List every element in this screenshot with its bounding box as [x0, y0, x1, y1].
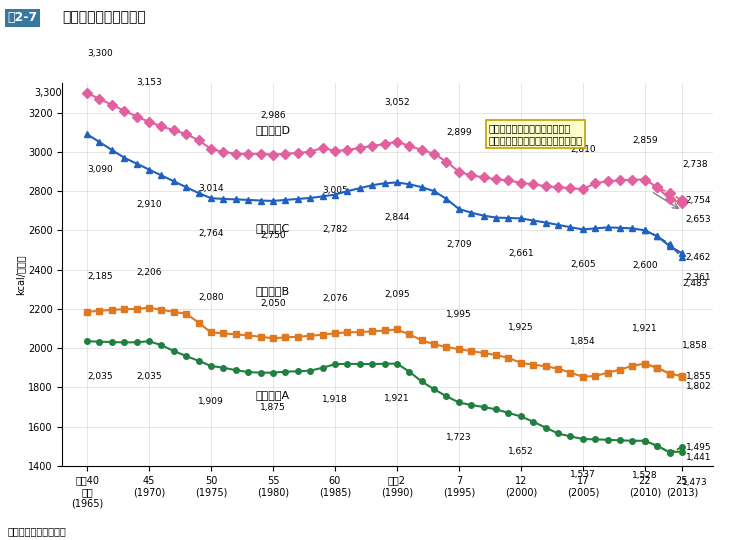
- Text: 2,661: 2,661: [508, 249, 534, 258]
- Text: 資料：農林水産省作成: 資料：農林水産省作成: [7, 526, 66, 537]
- Text: 3,005: 3,005: [322, 186, 347, 194]
- Text: 1,909: 1,909: [198, 396, 224, 406]
- Text: 2,035: 2,035: [87, 372, 112, 381]
- Text: 2,910: 2,910: [137, 200, 162, 209]
- Text: 図2-7: 図2-7: [7, 11, 37, 24]
- Text: 1,723: 1,723: [446, 433, 472, 442]
- Text: 1,652: 1,652: [508, 447, 534, 456]
- Text: 2,709: 2,709: [446, 240, 472, 248]
- Text: 2,810: 2,810: [570, 145, 596, 154]
- Text: 1,537: 1,537: [570, 470, 596, 478]
- Text: 2,185: 2,185: [87, 272, 112, 281]
- Text: 2,844: 2,844: [384, 213, 410, 222]
- Text: 農産物について再生利用可能な
荒廃農地においても作付けする場合: 農産物について再生利用可能な 荒廃農地においても作付けする場合: [488, 123, 583, 145]
- Text: 1,495: 1,495: [685, 443, 711, 452]
- Text: 1,858: 1,858: [682, 341, 707, 350]
- Text: 2,035: 2,035: [137, 372, 162, 381]
- Text: 3,014: 3,014: [198, 184, 224, 193]
- Text: 1,802: 1,802: [685, 382, 711, 392]
- Text: 2,764: 2,764: [199, 229, 223, 238]
- Text: 2,076: 2,076: [322, 294, 347, 302]
- Text: 1,918: 1,918: [322, 395, 347, 404]
- Text: 2,754: 2,754: [685, 195, 711, 205]
- Text: 2,605: 2,605: [570, 260, 596, 269]
- Text: 2,859: 2,859: [632, 136, 658, 145]
- Text: パターンB: パターンB: [256, 286, 290, 296]
- Y-axis label: kcal/人・日: kcal/人・日: [15, 254, 25, 295]
- Text: 1,441: 1,441: [685, 454, 711, 462]
- Text: 2,462: 2,462: [685, 253, 711, 262]
- Text: 2,600: 2,600: [632, 261, 658, 270]
- Text: 2,842: 2,842: [508, 139, 534, 148]
- Text: パターンA: パターンA: [256, 390, 290, 400]
- Text: 1,473: 1,473: [682, 477, 707, 487]
- Text: 2,483: 2,483: [682, 279, 707, 288]
- Text: 1,925: 1,925: [508, 323, 534, 332]
- Text: 2,080: 2,080: [198, 293, 224, 302]
- Text: 1,995: 1,995: [446, 309, 472, 319]
- Text: 3,300: 3,300: [34, 88, 62, 98]
- Text: 2,653: 2,653: [685, 215, 711, 225]
- Text: 1,854: 1,854: [570, 337, 596, 346]
- Text: 3,153: 3,153: [136, 78, 162, 87]
- Text: 3,090: 3,090: [87, 165, 113, 174]
- Text: 2,738: 2,738: [682, 159, 707, 168]
- Text: 2,361: 2,361: [685, 273, 711, 282]
- Text: 1,921: 1,921: [384, 394, 410, 403]
- Text: 3,052: 3,052: [384, 98, 410, 107]
- Text: 1,528: 1,528: [632, 471, 658, 480]
- Text: 2,899: 2,899: [446, 128, 472, 137]
- Text: 2,986: 2,986: [260, 111, 285, 120]
- Text: パターンD: パターンD: [255, 125, 291, 135]
- Text: 2,206: 2,206: [137, 268, 162, 277]
- Text: 食料自給力指標の推移: 食料自給力指標の推移: [62, 11, 146, 24]
- Text: 1,855: 1,855: [685, 372, 712, 381]
- Text: 2,782: 2,782: [322, 225, 347, 234]
- Text: 1,875: 1,875: [260, 403, 286, 412]
- Text: 1,921: 1,921: [632, 324, 658, 333]
- Text: 2,750: 2,750: [260, 232, 285, 240]
- Text: 3,300: 3,300: [87, 49, 113, 58]
- Text: パターンC: パターンC: [255, 224, 290, 233]
- Text: 2,050: 2,050: [260, 299, 285, 308]
- Text: 2,095: 2,095: [384, 290, 410, 299]
